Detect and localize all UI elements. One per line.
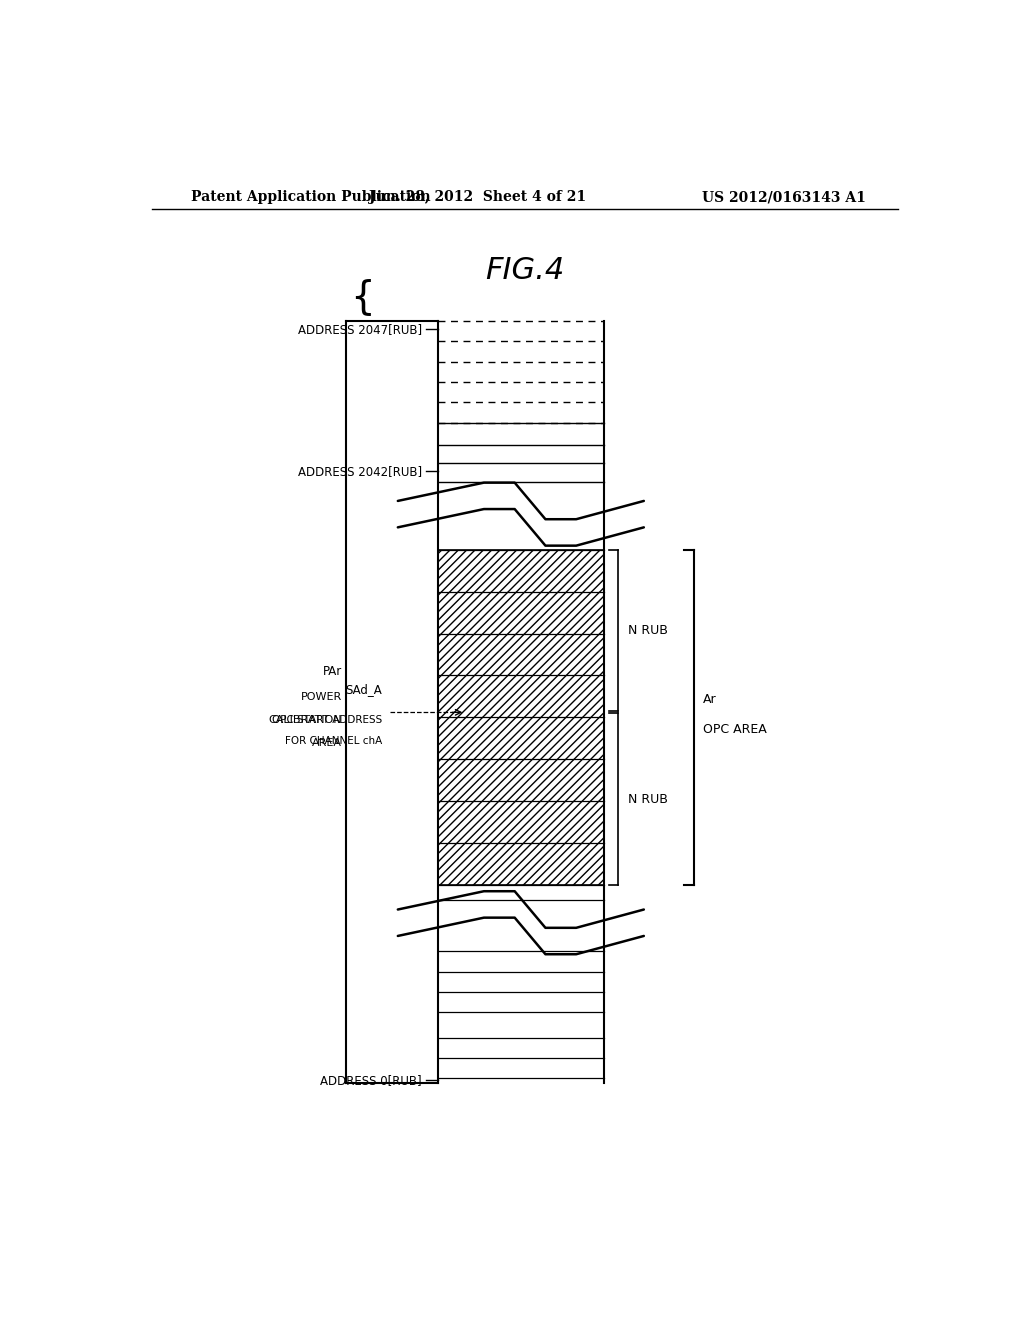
- Text: FOR CHANNEL chA: FOR CHANNEL chA: [285, 735, 382, 746]
- Text: SAd_A: SAd_A: [345, 684, 382, 697]
- Text: CALIBRATION: CALIBRATION: [268, 715, 342, 726]
- Text: ADDRESS 2042[RUB]: ADDRESS 2042[RUB]: [298, 465, 422, 478]
- Text: N RUB: N RUB: [628, 624, 668, 638]
- Text: POWER: POWER: [301, 692, 342, 702]
- Text: Jun. 28, 2012  Sheet 4 of 21: Jun. 28, 2012 Sheet 4 of 21: [369, 190, 586, 205]
- Text: Patent Application Publication: Patent Application Publication: [191, 190, 431, 205]
- Text: AREA: AREA: [312, 738, 342, 748]
- Text: Ar: Ar: [703, 693, 717, 706]
- Text: N RUB: N RUB: [628, 793, 668, 805]
- Text: ADDRESS 2047[RUB]: ADDRESS 2047[RUB]: [298, 322, 422, 335]
- Text: ADDRESS 0[RUB]: ADDRESS 0[RUB]: [321, 1073, 422, 1086]
- Text: PAr: PAr: [323, 665, 342, 678]
- Bar: [437, 549, 604, 886]
- Text: US 2012/0163143 A1: US 2012/0163143 A1: [702, 190, 866, 205]
- Text: {: {: [350, 279, 375, 315]
- Text: OPC AREA: OPC AREA: [703, 723, 767, 737]
- Text: FIG.4: FIG.4: [485, 256, 564, 285]
- Text: OPC START ADDRESS: OPC START ADDRESS: [271, 715, 382, 726]
